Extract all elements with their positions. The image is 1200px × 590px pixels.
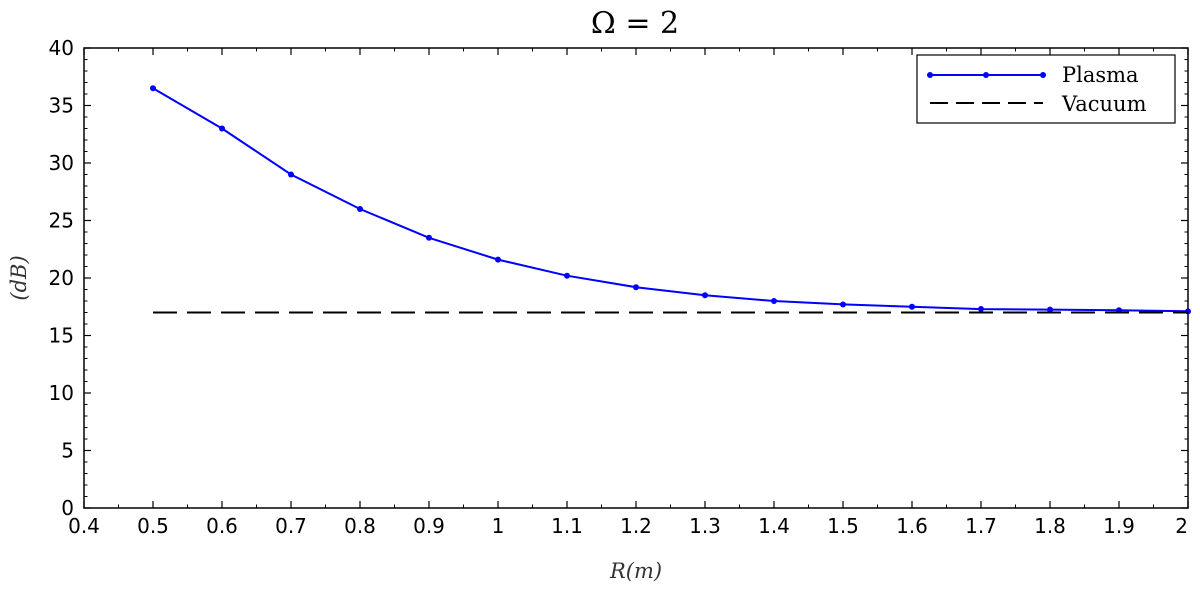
chart-title: Ω = 2 [591,6,679,41]
plasma-data-point [633,284,639,291]
y-tick-label: 40 [49,36,74,60]
x-tick-label: 1.9 [1103,514,1135,538]
x-tick-label: 0.8 [344,514,376,538]
x-tick-label: 1.7 [965,514,997,538]
x-tick-label: 1.4 [758,514,790,538]
y-tick-label: 10 [49,381,74,405]
plasma-data-point [909,303,915,310]
x-tick-label: 1.5 [827,514,859,538]
x-tick-label: 0.4 [68,514,100,538]
legend-plasma-marker [983,72,989,78]
series-layer [150,85,1191,315]
y-tick-label: 35 [49,94,74,118]
plasma-data-point [357,206,363,212]
plasma-data-point [840,301,846,308]
plasma-data-point [495,256,501,263]
plasma-series-line [152,87,1189,313]
y-tick-label: 0 [61,496,74,520]
legend-plasma-marker [1040,72,1046,78]
plasma-data-point [219,125,225,132]
y-axis-title: (dB) [7,255,31,300]
legend-frame [916,54,1176,124]
y-tick-label: 20 [49,266,74,290]
x-tick-label: 0.6 [206,514,238,538]
y-tick-label: 15 [49,324,74,348]
plasma-data-point [564,272,570,279]
legend-vacuum-label: Vacuum [1061,92,1147,116]
x-tick-label: 1.1 [551,514,583,538]
plasma-data-point [771,298,777,304]
x-tick-label: 1.3 [689,514,721,538]
plasma-data-point [702,292,708,299]
x-tick-label: 1.8 [1034,514,1066,538]
x-axis-ticks: 0.4 0.5 0.6 0.7 0.8 0.9 1 1.1 1.2 1.3 1.4 1.5 1.6 1.7… [68,48,1189,538]
x-tick-label: 1.2 [620,514,652,538]
y-axis-ticks: 0 5 10 15 20 25 30 35 40 [49,36,1188,520]
y-tick-label: 25 [49,209,74,233]
plasma-data-point [978,306,984,313]
legend-plasma-label: Plasma [1062,63,1139,87]
legend-plasma-marker [927,72,933,78]
x-tick-label: 2 [1175,514,1188,538]
plasma-data-point [1047,306,1053,313]
x-tick-label: 0.7 [275,514,307,538]
plasma-data-point [150,85,156,92]
y-tick-label: 30 [49,151,74,175]
plasma-data-point [426,234,432,241]
x-tick-label: 0.5 [137,514,169,538]
x-tick-label: 1 [492,514,505,538]
x-tick-label: 0.9 [413,514,445,538]
y-tick-label: 5 [61,439,74,463]
plasma-data-point [288,171,294,178]
x-axis-title: R(m) [609,559,662,583]
legend: Plasma Vacuum [916,54,1176,124]
x-tick-label: 1.6 [896,514,928,538]
